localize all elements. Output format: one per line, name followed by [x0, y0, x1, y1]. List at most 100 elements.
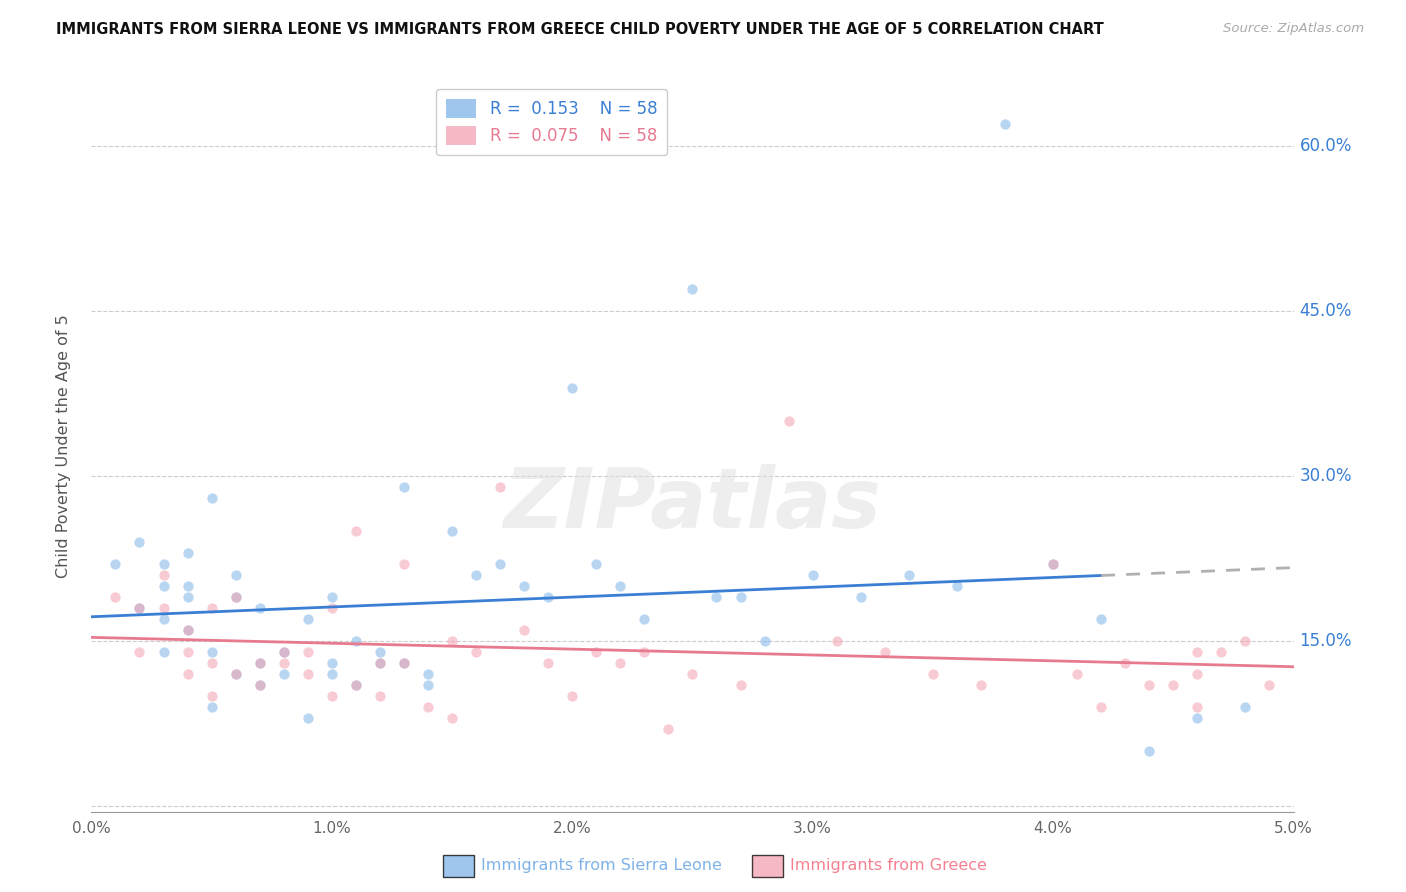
- Point: [946, 579, 969, 593]
- Point: [321, 657, 343, 671]
- Point: [128, 535, 150, 549]
- Point: [201, 601, 224, 615]
- Point: [801, 568, 824, 582]
- Point: [730, 591, 752, 605]
- Point: [1066, 667, 1088, 681]
- Point: [273, 645, 295, 659]
- Point: [633, 612, 655, 626]
- Point: [201, 690, 224, 704]
- Y-axis label: Child Poverty Under the Age of 5: Child Poverty Under the Age of 5: [56, 314, 70, 578]
- Point: [1211, 645, 1233, 659]
- Point: [225, 591, 247, 605]
- Point: [849, 591, 872, 605]
- Point: [152, 568, 174, 582]
- Point: [201, 491, 224, 506]
- Point: [1137, 678, 1160, 692]
- Point: [201, 657, 224, 671]
- Point: [1137, 744, 1160, 758]
- Point: [1258, 678, 1281, 692]
- Point: [706, 591, 728, 605]
- Point: [225, 667, 247, 681]
- Point: [994, 117, 1017, 131]
- Point: [609, 579, 631, 593]
- Point: [633, 645, 655, 659]
- Point: [513, 579, 536, 593]
- Point: [416, 700, 439, 714]
- Point: [273, 667, 295, 681]
- Point: [104, 591, 127, 605]
- Point: [1090, 700, 1112, 714]
- Point: [297, 612, 319, 626]
- Point: [249, 657, 271, 671]
- Point: [201, 700, 224, 714]
- Point: [249, 678, 271, 692]
- Point: [440, 711, 463, 725]
- Point: [1042, 558, 1064, 572]
- Text: 30.0%: 30.0%: [1299, 467, 1353, 485]
- Point: [609, 657, 631, 671]
- Legend: R =  0.153    N = 58, R =  0.075    N = 58: R = 0.153 N = 58, R = 0.075 N = 58: [436, 88, 668, 155]
- Point: [465, 645, 488, 659]
- Point: [321, 667, 343, 681]
- Point: [152, 645, 174, 659]
- Point: [128, 601, 150, 615]
- Point: [392, 480, 415, 494]
- Point: [416, 678, 439, 692]
- Point: [681, 667, 703, 681]
- Text: Immigrants from Sierra Leone: Immigrants from Sierra Leone: [481, 858, 721, 872]
- Point: [440, 524, 463, 539]
- Point: [392, 657, 415, 671]
- Text: 45.0%: 45.0%: [1299, 302, 1353, 320]
- Point: [321, 591, 343, 605]
- Point: [1114, 657, 1136, 671]
- Point: [561, 690, 583, 704]
- Text: 15.0%: 15.0%: [1299, 632, 1353, 650]
- Point: [297, 711, 319, 725]
- Point: [657, 723, 679, 737]
- Point: [201, 645, 224, 659]
- Point: [344, 678, 367, 692]
- Point: [152, 579, 174, 593]
- Point: [681, 282, 703, 296]
- Point: [297, 645, 319, 659]
- Point: [176, 667, 198, 681]
- Point: [416, 667, 439, 681]
- Point: [176, 624, 198, 638]
- Point: [825, 634, 848, 648]
- Point: [489, 558, 512, 572]
- Point: [970, 678, 993, 692]
- Point: [128, 601, 150, 615]
- Point: [249, 678, 271, 692]
- Point: [321, 601, 343, 615]
- Point: [897, 568, 920, 582]
- Point: [152, 558, 174, 572]
- Point: [1187, 667, 1209, 681]
- Point: [225, 568, 247, 582]
- Point: [922, 667, 945, 681]
- Text: IMMIGRANTS FROM SIERRA LEONE VS IMMIGRANTS FROM GREECE CHILD POVERTY UNDER THE A: IMMIGRANTS FROM SIERRA LEONE VS IMMIGRAN…: [56, 22, 1104, 37]
- Point: [104, 558, 127, 572]
- Point: [1187, 700, 1209, 714]
- Point: [561, 381, 583, 395]
- Point: [176, 579, 198, 593]
- Point: [249, 601, 271, 615]
- Point: [368, 657, 391, 671]
- Point: [537, 591, 560, 605]
- Point: [176, 546, 198, 560]
- Point: [249, 657, 271, 671]
- Point: [392, 657, 415, 671]
- Text: 60.0%: 60.0%: [1299, 137, 1353, 155]
- Point: [1234, 700, 1257, 714]
- Point: [273, 645, 295, 659]
- Point: [368, 690, 391, 704]
- Point: [368, 657, 391, 671]
- Point: [1234, 634, 1257, 648]
- Point: [754, 634, 776, 648]
- Point: [297, 667, 319, 681]
- Point: [152, 612, 174, 626]
- Point: [344, 678, 367, 692]
- Point: [1042, 558, 1064, 572]
- Point: [778, 414, 800, 428]
- Point: [344, 524, 367, 539]
- Point: [1161, 678, 1184, 692]
